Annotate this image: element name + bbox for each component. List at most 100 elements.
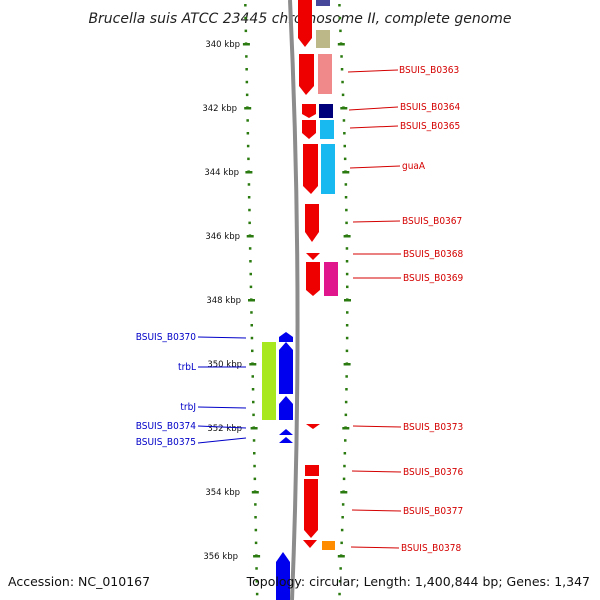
guide-dot <box>340 55 343 58</box>
forward-features <box>298 0 338 550</box>
guide-dot <box>338 16 342 20</box>
guide-dot <box>249 260 252 263</box>
guide-dot <box>340 541 343 545</box>
guide-dot <box>244 29 248 33</box>
guide-dot <box>341 516 344 519</box>
gene-arrow-fwd <box>305 465 319 476</box>
forward-leaders <box>347 69 402 549</box>
guide-dot <box>345 375 348 378</box>
guide-dot <box>250 311 253 314</box>
gene-label: guaA <box>402 161 426 172</box>
guide-dot <box>253 477 257 481</box>
major-tick <box>249 363 257 366</box>
guide-dot <box>255 580 259 583</box>
guide-dot <box>343 144 346 148</box>
gene-label: trbJ <box>180 402 196 413</box>
major-tick <box>342 427 350 430</box>
gene-arrow-fwd <box>305 204 319 242</box>
tick-label-354: 354 kbp <box>205 488 240 498</box>
guide-dot <box>247 183 251 186</box>
gene-label: BSUIS_B0365 <box>400 121 460 132</box>
guide-dot <box>254 528 258 532</box>
major-tick <box>250 427 258 430</box>
guide-dot <box>340 68 344 71</box>
gene-arrow-fwd <box>306 262 320 296</box>
gene-label: BSUIS_B0367 <box>402 216 462 227</box>
guide-dot <box>344 196 348 199</box>
guide-dot <box>253 452 256 455</box>
scale-ticks: 340 kbp 342 kbp 344 kbp 346 kbp 348 kbp … <box>202 40 351 562</box>
gene-arrow-fwd <box>299 54 314 95</box>
guide-dot <box>250 324 253 327</box>
major-tick <box>246 235 254 238</box>
major-tick <box>242 43 250 46</box>
guide-dot <box>246 144 250 148</box>
guide-dot <box>250 336 254 340</box>
guide-dot <box>245 93 249 97</box>
gene-label: BSUIS_B0376 <box>403 467 463 478</box>
feature-block-cyan <box>321 144 335 194</box>
tick-label-352: 352 kbp <box>207 424 242 434</box>
chromosome-backbone <box>288 0 300 600</box>
gene-arrow-rev <box>279 342 293 394</box>
guide-dot <box>248 247 252 250</box>
guide-dot <box>249 272 252 276</box>
guide-dot <box>344 183 348 186</box>
tick-label-344: 344 kbp <box>204 168 239 178</box>
guide-dot <box>343 464 346 468</box>
gene-label: BSUIS_B0374 <box>136 421 196 432</box>
guide-dot <box>341 80 344 84</box>
gene-arrow-rev <box>279 429 293 435</box>
feature-block-navy <box>319 104 333 118</box>
guide-dot <box>252 400 255 404</box>
gene-arrow-rev <box>279 437 293 443</box>
gene-arrow-rev <box>276 552 290 600</box>
feature-block-olive <box>316 30 330 48</box>
major-tick <box>248 299 255 302</box>
feature-block-cyan <box>320 120 334 139</box>
feature-block-lime <box>262 342 276 420</box>
gene-label: BSUIS_B0375 <box>136 437 196 448</box>
major-tick <box>343 363 351 366</box>
guide-dot <box>345 221 348 225</box>
major-tick <box>244 107 252 110</box>
reverse-labels: BSUIS_B0370 trbL trbJ BSUIS_B0374 BSUIS_… <box>136 332 196 448</box>
guide-dot <box>251 388 255 391</box>
gene-arrow-fwd <box>304 479 318 538</box>
guide-dot <box>252 439 256 442</box>
gene-arrow-rev <box>279 332 293 342</box>
guide-dot <box>249 285 253 289</box>
major-tick <box>344 299 351 302</box>
gene-label: BSUIS_B0368 <box>403 249 463 260</box>
gene-label: BSUIS_B0370 <box>136 332 196 343</box>
gene-label: BSUIS_B0369 <box>403 273 463 284</box>
guide-dot <box>345 336 349 340</box>
guide-dot <box>343 157 347 161</box>
major-tick <box>343 235 351 238</box>
guide-dot <box>345 272 349 276</box>
guide-dot <box>339 29 342 33</box>
gene-arrow-fwd <box>298 0 312 47</box>
major-tick <box>337 555 345 558</box>
accession-text: Accession: NC_010167 <box>8 574 150 589</box>
major-tick <box>245 171 253 174</box>
guide-dot <box>346 311 349 314</box>
major-tick <box>337 43 345 46</box>
guide-dot <box>345 388 348 391</box>
tick-label-356: 356 kbp <box>203 552 238 562</box>
guide-dot <box>255 567 258 570</box>
major-tick <box>253 555 261 558</box>
feature-block-pink <box>318 54 332 94</box>
major-tick <box>342 171 350 174</box>
guide-dot <box>248 221 251 225</box>
guide-dot <box>255 592 259 596</box>
guide-dot <box>342 119 346 122</box>
guide-dot <box>247 157 250 161</box>
gene-label: BSUIS_B0377 <box>403 506 463 517</box>
tick-label-348: 348 kbp <box>206 296 241 306</box>
guide-dot <box>345 208 348 212</box>
major-tick <box>251 491 259 494</box>
guide-dot <box>251 349 254 353</box>
feature-block-orange <box>322 541 335 550</box>
